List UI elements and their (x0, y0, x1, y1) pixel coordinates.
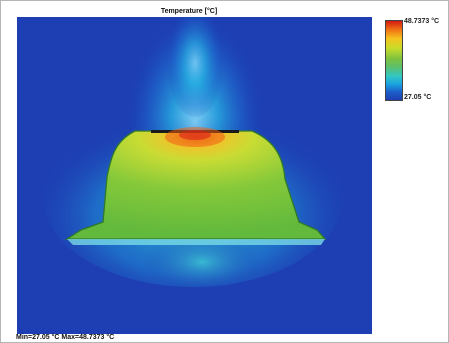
hotspot-core (179, 130, 211, 140)
colorbar-max-label: 48.7373 °C (404, 18, 440, 25)
heated-body (64, 130, 327, 240)
min-max-readout: Min=27.05 °C Max=48.7373 °C (16, 334, 115, 341)
colorbar-min-label: 27.05 °C (404, 94, 432, 101)
heat-plume-upper (165, 17, 225, 117)
colorbar (385, 20, 403, 101)
bottom-glow (142, 232, 262, 292)
temperature-field (17, 17, 372, 334)
plot-title: Temperature [°C] (160, 8, 218, 15)
base-flange (67, 239, 325, 245)
temperature-plot (17, 17, 372, 334)
